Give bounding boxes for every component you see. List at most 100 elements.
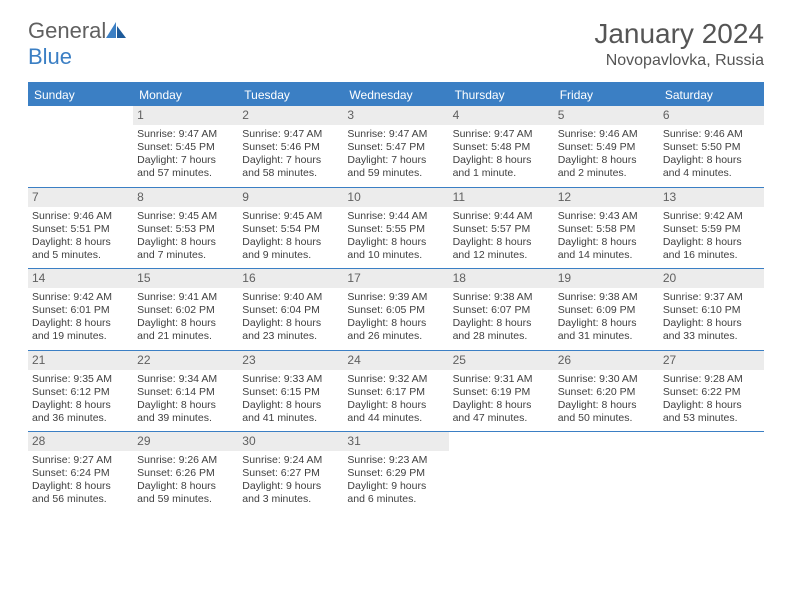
day-cell: 28Sunrise: 9:27 AMSunset: 6:24 PMDayligh…	[28, 432, 133, 513]
day-header: Saturday	[659, 84, 764, 106]
day-cell: 9Sunrise: 9:45 AMSunset: 5:54 PMDaylight…	[238, 188, 343, 269]
day-detail-line: and 50 minutes.	[558, 412, 655, 425]
day-number: 8	[133, 188, 238, 207]
day-detail-line: Sunrise: 9:26 AM	[137, 454, 234, 467]
day-number: 13	[659, 188, 764, 207]
day-detail-line: Sunrise: 9:46 AM	[663, 128, 760, 141]
day-detail-line: Sunrise: 9:38 AM	[453, 291, 550, 304]
day-detail-line: Daylight: 8 hours	[558, 154, 655, 167]
day-cell: 12Sunrise: 9:43 AMSunset: 5:58 PMDayligh…	[554, 188, 659, 269]
day-detail-line: Daylight: 9 hours	[242, 480, 339, 493]
day-cell: 25Sunrise: 9:31 AMSunset: 6:19 PMDayligh…	[449, 351, 554, 432]
day-cell: 6Sunrise: 9:46 AMSunset: 5:50 PMDaylight…	[659, 106, 764, 187]
day-number: 11	[449, 188, 554, 207]
day-detail-line: and 12 minutes.	[453, 249, 550, 262]
day-number: 21	[28, 351, 133, 370]
location-subtitle: Novopavlovka, Russia	[594, 52, 764, 70]
day-detail-line: and 57 minutes.	[137, 167, 234, 180]
day-detail-line: Sunrise: 9:39 AM	[347, 291, 444, 304]
day-number: 25	[449, 351, 554, 370]
day-number: 5	[554, 106, 659, 125]
day-detail-line: Sunset: 6:04 PM	[242, 304, 339, 317]
day-header: Thursday	[449, 84, 554, 106]
day-detail-line: Sunrise: 9:47 AM	[242, 128, 339, 141]
day-detail-line: Sunrise: 9:30 AM	[558, 373, 655, 386]
day-detail-line: Daylight: 8 hours	[347, 236, 444, 249]
day-detail-line: Sunset: 5:45 PM	[137, 141, 234, 154]
day-cell: 2Sunrise: 9:47 AMSunset: 5:46 PMDaylight…	[238, 106, 343, 187]
day-detail-line: Daylight: 7 hours	[137, 154, 234, 167]
day-detail-line: Daylight: 8 hours	[137, 480, 234, 493]
day-cell	[28, 106, 133, 187]
day-detail-line: Sunrise: 9:40 AM	[242, 291, 339, 304]
day-detail-line: Sunrise: 9:47 AM	[137, 128, 234, 141]
day-detail-line: Sunrise: 9:34 AM	[137, 373, 234, 386]
day-detail-line: Sunrise: 9:32 AM	[347, 373, 444, 386]
day-detail-line: and 7 minutes.	[137, 249, 234, 262]
day-detail-line: and 36 minutes.	[32, 412, 129, 425]
day-detail-line: Sunset: 6:05 PM	[347, 304, 444, 317]
day-cell: 24Sunrise: 9:32 AMSunset: 6:17 PMDayligh…	[343, 351, 448, 432]
day-detail-line: and 23 minutes.	[242, 330, 339, 343]
day-detail-line: Sunset: 6:24 PM	[32, 467, 129, 480]
logo-word1: General	[28, 18, 106, 43]
day-number: 10	[343, 188, 448, 207]
day-detail-line: and 39 minutes.	[137, 412, 234, 425]
logo-word2: Blue	[28, 44, 72, 69]
day-cell: 27Sunrise: 9:28 AMSunset: 6:22 PMDayligh…	[659, 351, 764, 432]
day-detail-line: Sunset: 6:12 PM	[32, 386, 129, 399]
day-header: Sunday	[28, 84, 133, 106]
day-detail-line: Sunset: 6:09 PM	[558, 304, 655, 317]
day-detail-line: Sunset: 6:15 PM	[242, 386, 339, 399]
day-detail-line: and 58 minutes.	[242, 167, 339, 180]
day-detail-line: Daylight: 8 hours	[137, 236, 234, 249]
day-cell: 13Sunrise: 9:42 AMSunset: 5:59 PMDayligh…	[659, 188, 764, 269]
day-header: Tuesday	[238, 84, 343, 106]
day-detail-line: Sunset: 5:46 PM	[242, 141, 339, 154]
day-cell: 15Sunrise: 9:41 AMSunset: 6:02 PMDayligh…	[133, 269, 238, 350]
day-detail-line: and 47 minutes.	[453, 412, 550, 425]
page-title: January 2024	[594, 18, 764, 50]
day-number: 30	[238, 432, 343, 451]
day-detail-line: and 21 minutes.	[137, 330, 234, 343]
day-detail-line: Sunset: 6:01 PM	[32, 304, 129, 317]
day-detail-line: Sunset: 6:27 PM	[242, 467, 339, 480]
logo-text: GeneralBlue	[28, 18, 126, 70]
day-detail-line: Sunset: 6:02 PM	[137, 304, 234, 317]
day-cell: 20Sunrise: 9:37 AMSunset: 6:10 PMDayligh…	[659, 269, 764, 350]
day-cell: 17Sunrise: 9:39 AMSunset: 6:05 PMDayligh…	[343, 269, 448, 350]
day-detail-line: Sunrise: 9:46 AM	[32, 210, 129, 223]
day-detail-line: Sunset: 5:55 PM	[347, 223, 444, 236]
week-row: 1Sunrise: 9:47 AMSunset: 5:45 PMDaylight…	[28, 106, 764, 187]
day-cell: 8Sunrise: 9:45 AMSunset: 5:53 PMDaylight…	[133, 188, 238, 269]
day-detail-line: Sunrise: 9:41 AM	[137, 291, 234, 304]
day-detail-line: and 3 minutes.	[242, 493, 339, 506]
logo: GeneralBlue	[28, 18, 126, 70]
day-detail-line: Sunrise: 9:38 AM	[558, 291, 655, 304]
day-detail-line: Sunrise: 9:28 AM	[663, 373, 760, 386]
day-detail-line: Sunrise: 9:44 AM	[347, 210, 444, 223]
day-number: 27	[659, 351, 764, 370]
day-detail-line: and 1 minute.	[453, 167, 550, 180]
day-number: 1	[133, 106, 238, 125]
day-number: 3	[343, 106, 448, 125]
day-detail-line: and 19 minutes.	[32, 330, 129, 343]
day-number: 12	[554, 188, 659, 207]
day-header: Friday	[554, 84, 659, 106]
day-detail-line: and 9 minutes.	[242, 249, 339, 262]
day-detail-line: Daylight: 8 hours	[347, 399, 444, 412]
day-detail-line: Sunrise: 9:47 AM	[347, 128, 444, 141]
day-number: 26	[554, 351, 659, 370]
day-cell	[659, 432, 764, 513]
day-cell: 16Sunrise: 9:40 AMSunset: 6:04 PMDayligh…	[238, 269, 343, 350]
day-detail-line: and 5 minutes.	[32, 249, 129, 262]
day-detail-line: and 56 minutes.	[32, 493, 129, 506]
day-detail-line: Daylight: 8 hours	[453, 399, 550, 412]
day-detail-line: and 59 minutes.	[347, 167, 444, 180]
day-number: 17	[343, 269, 448, 288]
day-detail-line: Sunset: 5:57 PM	[453, 223, 550, 236]
week-row: 7Sunrise: 9:46 AMSunset: 5:51 PMDaylight…	[28, 187, 764, 269]
logo-sail-icon	[106, 22, 126, 38]
day-detail-line: Daylight: 8 hours	[242, 236, 339, 249]
day-cell: 14Sunrise: 9:42 AMSunset: 6:01 PMDayligh…	[28, 269, 133, 350]
